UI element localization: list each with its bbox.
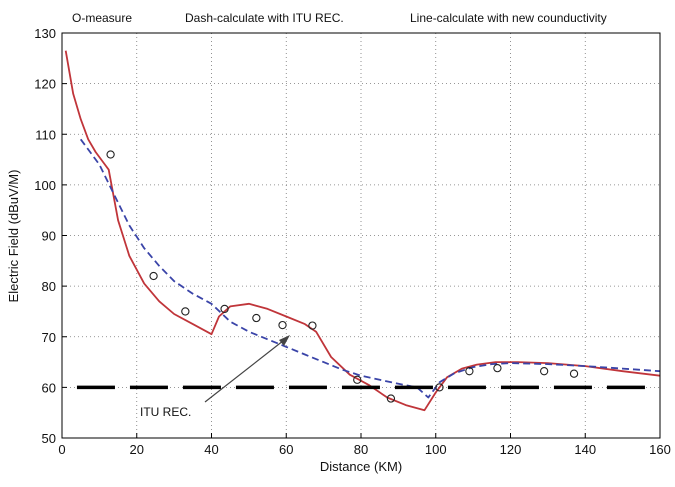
y-tick-label: 60: [42, 380, 56, 395]
x-tick-label: 140: [574, 442, 596, 457]
x-tick-label: 120: [500, 442, 522, 457]
x-tick-label: 100: [425, 442, 447, 457]
x-tick-label: 0: [58, 442, 65, 457]
measured-point: [252, 313, 261, 323]
measured-point: [493, 363, 502, 373]
measured-point: [308, 321, 317, 330]
header-notes: O-measure Dash-calculate with ITU REC. L…: [72, 11, 607, 25]
header-note: Dash-calculate with ITU REC.: [185, 11, 344, 25]
header-note: Line-calculate with new counductivity: [410, 11, 607, 25]
y-tick-label: 80: [42, 279, 56, 294]
measured-point: [386, 394, 396, 403]
y-tick-label: 100: [34, 178, 56, 193]
annotation-arrow: [204, 336, 289, 403]
measured-point: [435, 383, 444, 392]
x-tick-label: 60: [279, 442, 293, 457]
x-tick-label: 160: [649, 442, 671, 457]
x-tick-label: 80: [354, 442, 368, 457]
x-tick-label: 40: [204, 442, 218, 457]
series-layer: [64, 50, 661, 412]
header-note: O-measure: [72, 11, 132, 25]
annotation-label: ITU REC.: [140, 405, 191, 419]
measured-point: [106, 150, 115, 159]
grid: [62, 33, 660, 438]
y-tick-label: 130: [34, 26, 56, 41]
y-tick-label: 70: [42, 330, 56, 345]
annotation-arrowhead: [279, 335, 290, 346]
x-tick-label: 20: [130, 442, 144, 457]
y-tick-label: 110: [35, 127, 56, 142]
measured-point: [353, 375, 362, 384]
tick-labels: 0 20 40 60 80 100 120 140 160 50 60 70 80 90 100 110 120…: [34, 26, 671, 457]
y-axis-label: Electric Field (dBuV/M): [6, 170, 21, 303]
series-line-itu-rec: [79, 138, 661, 399]
y-tick-label: 50: [42, 431, 56, 446]
measured-point: [278, 320, 287, 330]
measured-point: [220, 304, 229, 314]
series-line-new-conductivity: [64, 50, 661, 412]
y-tick-label: 120: [34, 77, 56, 92]
y-tick-label: 90: [42, 229, 56, 244]
annotation-label-bg: [139, 403, 211, 421]
measured-point: [569, 369, 579, 378]
annotation: ITU REC.: [139, 335, 290, 421]
measured-point: [181, 307, 190, 316]
measured-point: [539, 367, 549, 376]
x-axis-label: Distance (KM): [320, 459, 402, 474]
measured-point: [149, 271, 158, 281]
measured-point: [465, 367, 474, 376]
